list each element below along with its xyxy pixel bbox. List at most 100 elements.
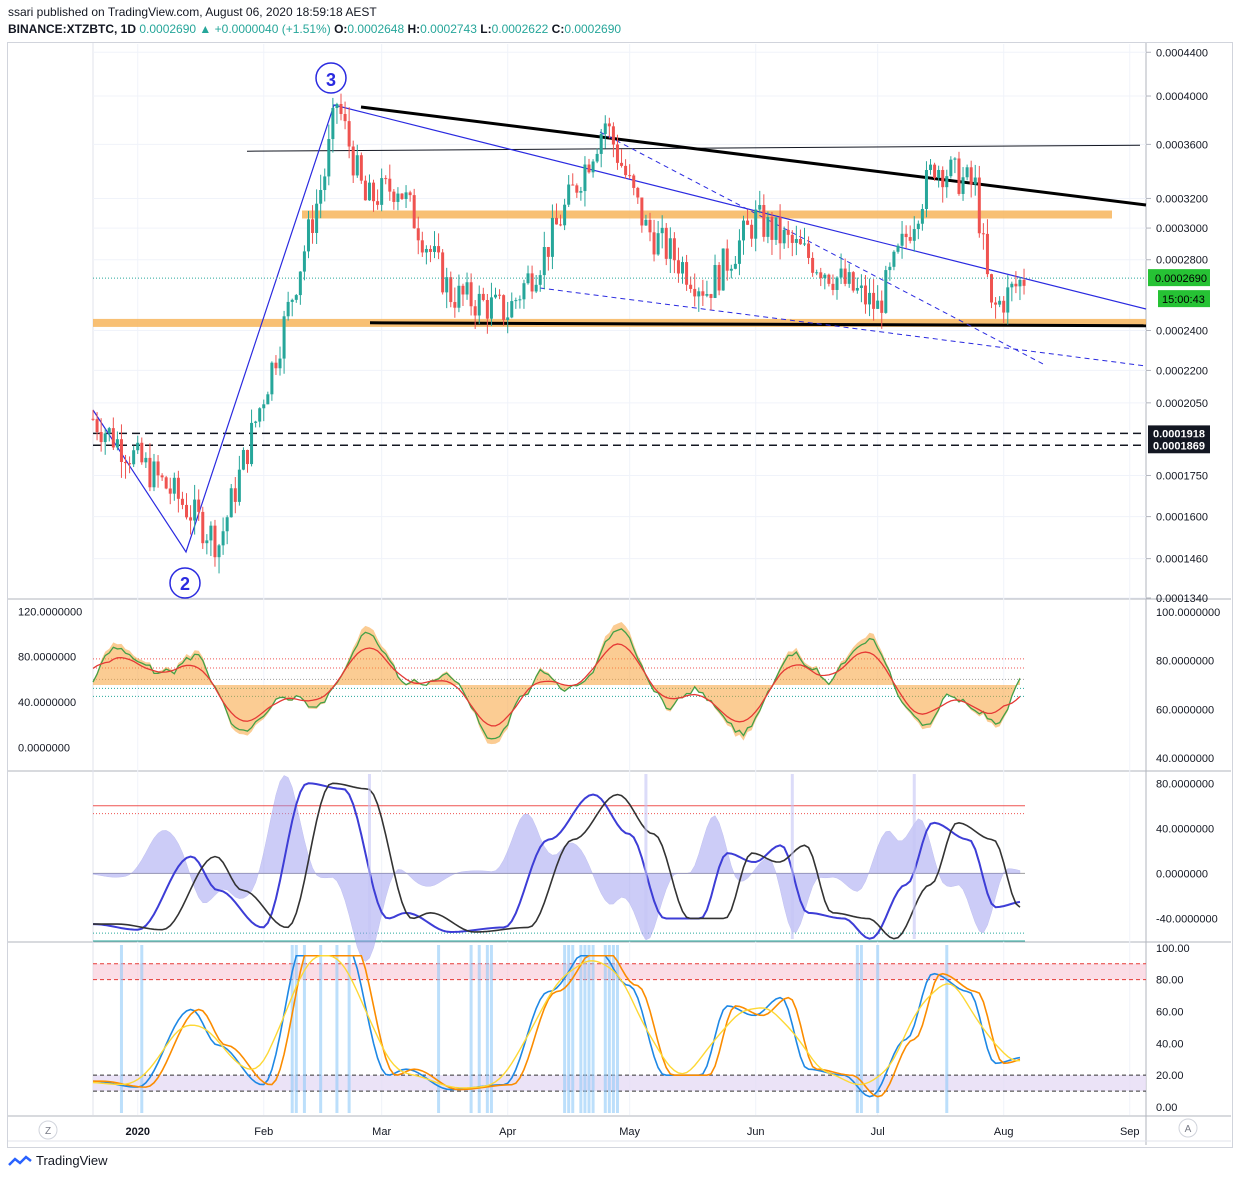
candle-body [851,272,855,291]
price-label-11: 0.0001460 [1156,554,1208,566]
brand-footer[interactable]: TradingView [8,1153,108,1168]
osc2-signal-bar [644,774,648,939]
level-badge-1 [1148,437,1210,454]
candle-body [754,209,758,239]
candle-body [876,300,880,309]
osc3-right-label-4: 20.00 [1156,1070,1184,1082]
candle-body [957,158,961,194]
candle-body [855,287,859,291]
candle-body [136,442,140,451]
candle-body [534,284,538,292]
candles [91,93,1026,574]
candle-body [563,204,567,226]
candle-body [355,155,359,176]
candle-body [709,294,713,298]
candle-body [469,282,473,307]
candle-body [542,247,546,276]
descending-trendline [360,105,1147,207]
candle-body [815,272,819,274]
wave-3-label: 3 [326,70,336,90]
candle-body [457,285,461,308]
candle-body [282,316,286,359]
open-value: 0.0002648 [347,22,405,36]
candle-body [384,178,388,180]
candle-body [1010,283,1014,288]
price-label-4: 0.0003000 [1156,223,1208,235]
candle-body [953,158,957,160]
candle-body [693,288,697,297]
stoch-signal-bar [119,945,123,1113]
candle-body [327,139,331,177]
brand-name: TradingView [36,1153,108,1168]
osc1-left-label-3: 0.0000000 [18,742,70,754]
candle-body [591,161,595,173]
candle-body [835,277,839,290]
osc2-signal-bar [367,774,371,939]
candle-body [172,477,176,494]
candle-body [266,394,270,405]
candle-body [115,439,119,448]
candle-body [380,178,384,205]
candle-body [827,274,831,284]
candle-body [652,232,656,255]
candle-body [998,300,1002,305]
candle-body [388,178,392,192]
time-tick-3: Apr [499,1126,516,1138]
time-tick-0: 2020 [125,1126,149,1138]
price-label-2: 0.0003600 [1156,139,1208,151]
osc2-slow-line [93,782,1021,940]
candle-body [969,167,973,185]
candle-body [685,262,689,285]
candle-body [400,193,404,199]
candle-body [782,229,786,244]
candle-body [681,262,685,274]
candle-body [262,404,266,409]
auto-scale-label: A [1185,1124,1192,1135]
candle-body [538,275,542,285]
level-badge-text-1: 0.0001869 [1153,440,1205,452]
candle-body [270,362,274,395]
symbol-name[interactable]: BINANCE:XTZBTC, 1D [8,22,136,36]
high-value: 0.0002743 [420,22,477,36]
candle-body [152,461,156,488]
candle-body [359,155,363,181]
candle-body [103,433,107,443]
candle-body [778,217,782,244]
candle-body [473,306,477,316]
candle-body [924,170,928,209]
candle-body [554,217,558,225]
candle-body [929,164,933,171]
candle-body [132,450,136,465]
osc1-right-label-3: 40.0000000 [1156,753,1214,765]
stoch-signal-bar [591,945,595,1113]
candle-body [437,246,441,253]
price-label-8: 0.0002050 [1156,398,1208,410]
candle-body [522,283,526,300]
candle-body [506,317,510,320]
candle-body [274,362,278,369]
candle-body [209,525,213,541]
stoch-signal-bar [302,945,306,1113]
candle-body [485,300,489,319]
stoch-signal-bar [567,945,571,1113]
candle-body [823,274,827,279]
z-button [38,1120,58,1140]
osc1-right-label-2: 60.0000000 [1156,704,1214,716]
candle-body [176,477,180,499]
wave-2-label: 2 [180,574,190,594]
candle-body [119,439,123,463]
dashed-channel-upper [599,131,1046,366]
candle-body [742,220,746,241]
price-label-7: 0.0002200 [1156,365,1208,377]
open-label: O: [334,22,348,36]
time-tick-1: Feb [254,1126,273,1138]
candle-body [343,113,347,122]
candle-body [575,185,579,193]
time-tick-8: Sep [1120,1126,1140,1138]
candle-body [977,177,981,234]
candle-body [229,488,233,518]
candle-body [697,291,701,297]
candle-body [254,421,258,423]
candle-body [595,153,599,162]
